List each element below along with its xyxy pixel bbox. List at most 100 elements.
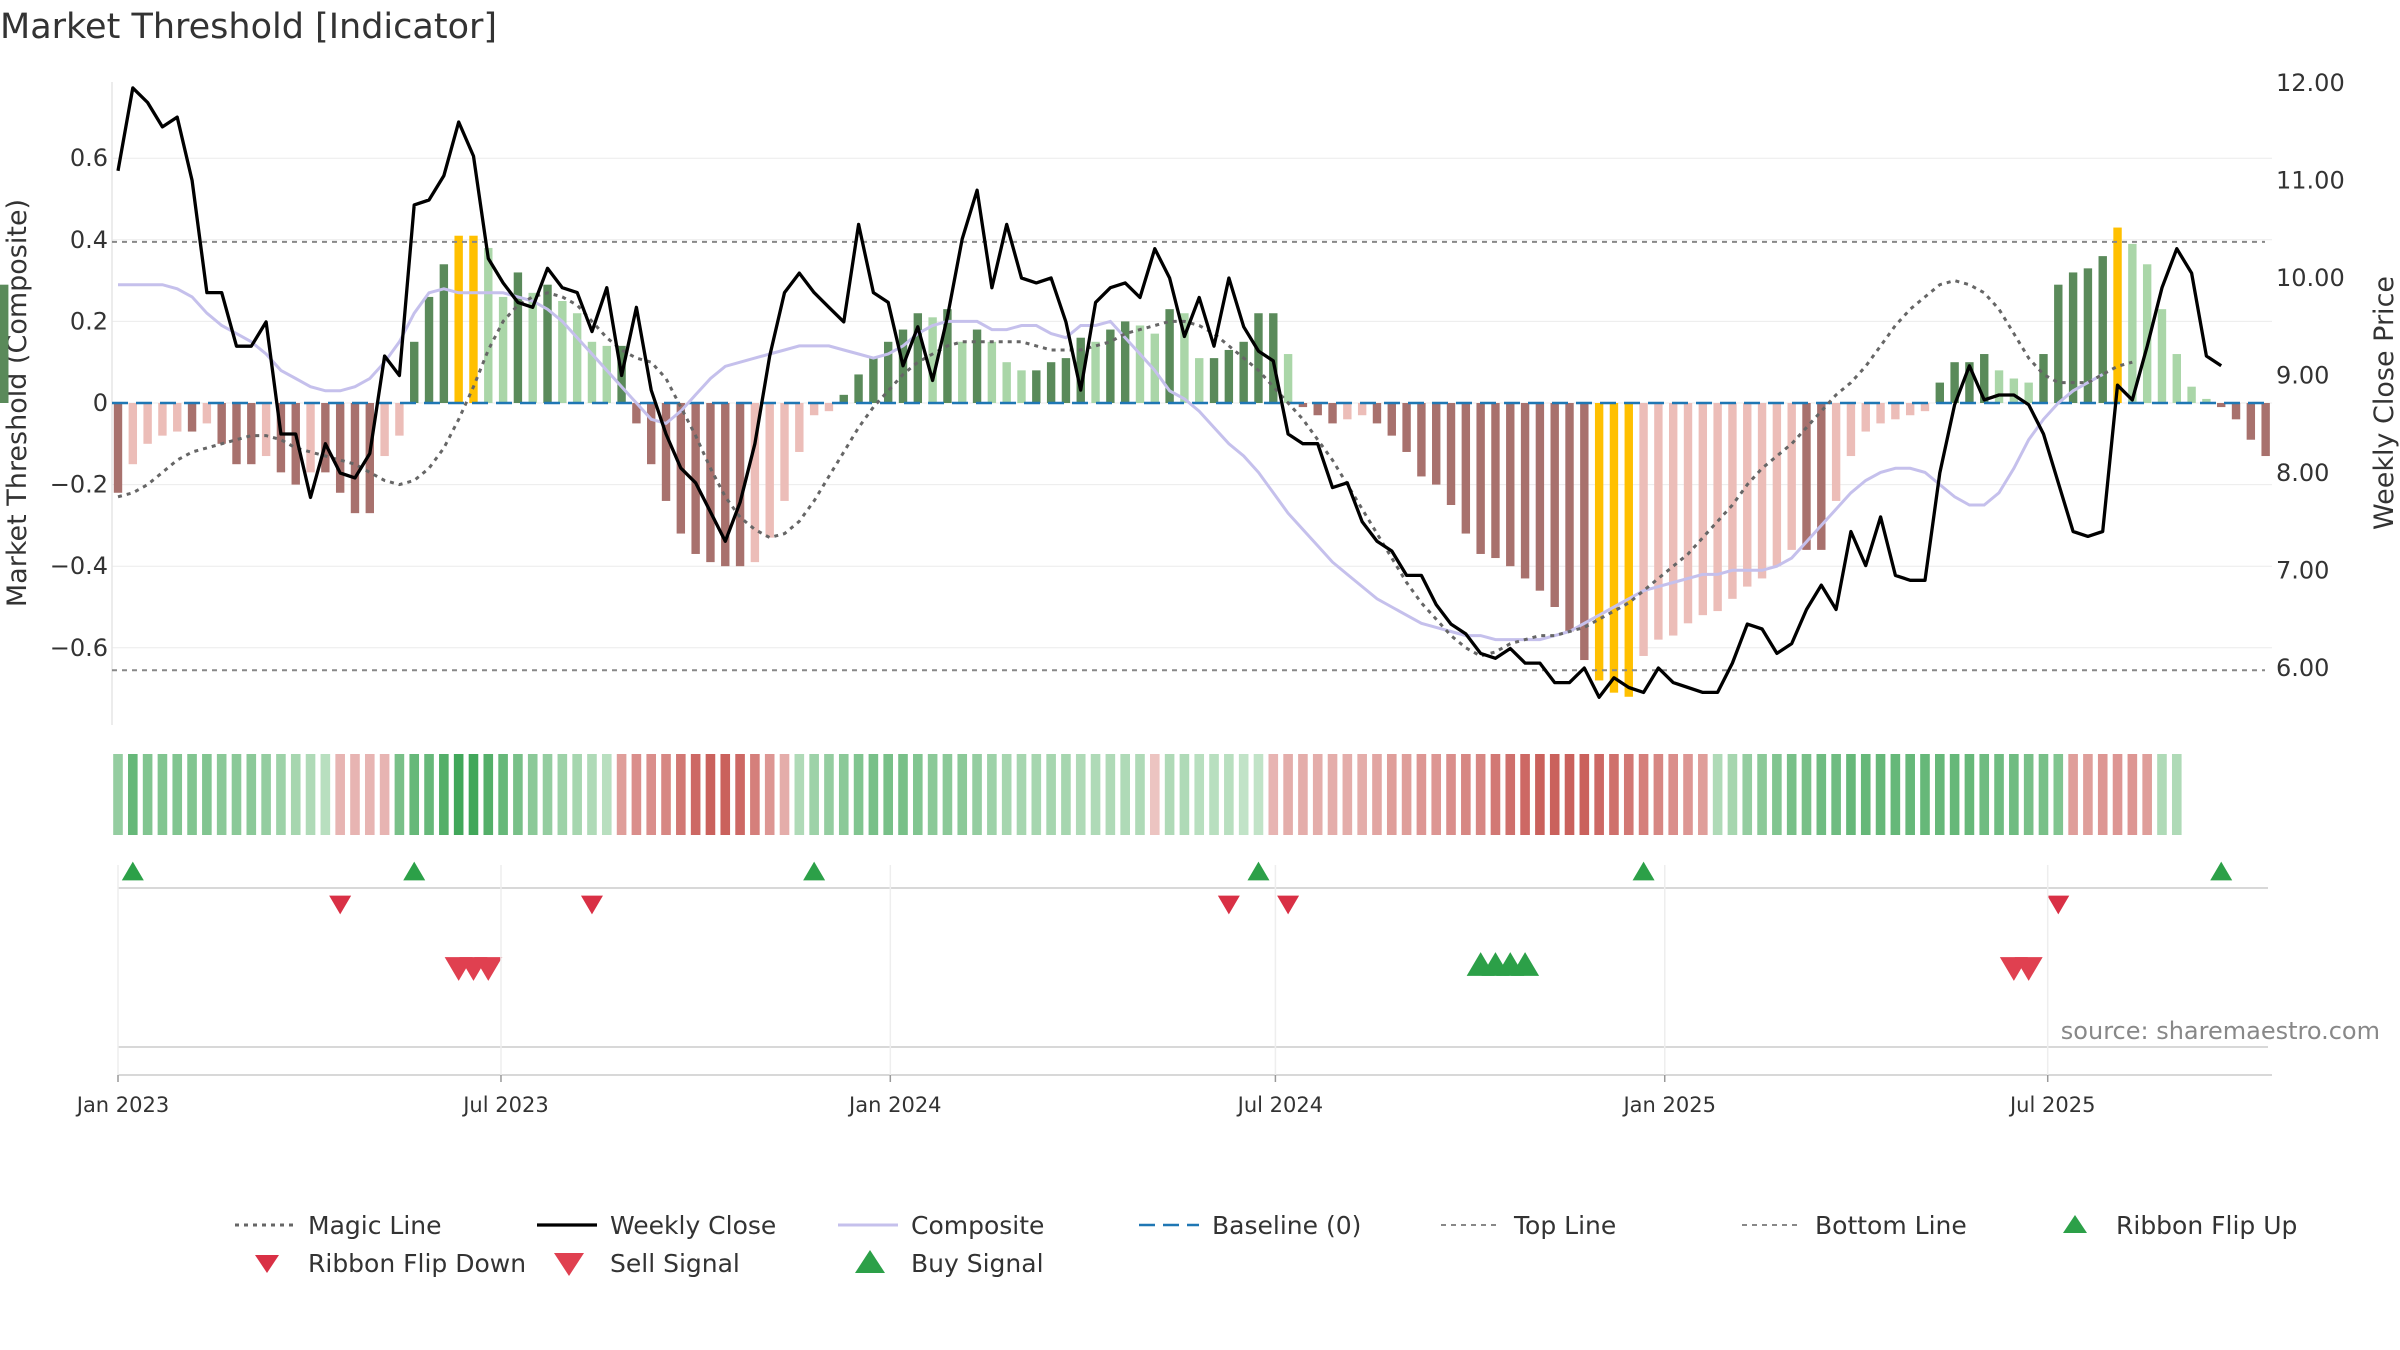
composite-bar [1861,403,1870,432]
ribbon-cell [1594,754,1604,835]
ribbon-cell [1609,754,1619,835]
ribbon-cell [1860,754,1871,835]
legend-label: Baseline (0) [1212,1211,1361,1240]
composite-bar [365,403,374,514]
composite-bar [2054,284,2063,403]
composite-bar [632,403,641,424]
ribbon-cell [513,754,523,835]
composite-bar [2231,403,2241,420]
ribbon-cell [350,754,360,835]
composite-bar [765,403,774,538]
composite-bar [1209,358,1219,403]
legend-item: Sell Signal [554,1249,740,1278]
y-right-tick-label: 12.00 [2276,69,2345,97]
x-tick-label: Jul 2025 [2008,1093,2095,1117]
legend-item: Ribbon Flip Up [2063,1211,2297,1240]
legend-label: Weekly Close [610,1211,776,1240]
composite-bar [321,403,330,473]
ribbon-cell [1786,754,1797,835]
composite-bar [1106,329,1115,403]
composite-bar [661,403,671,501]
legend-item: Magic Line [235,1211,442,1240]
composite-bar [1461,403,1471,534]
composite-bar [1446,403,1456,505]
legend-item: Composite [838,1211,1044,1240]
composite-bar [2009,378,2019,403]
composite-bar [528,292,537,403]
composite-bar [780,403,789,501]
ribbon-cell [987,754,997,835]
composite-bar [1757,403,1767,579]
composite-bar [484,247,493,403]
composite-bar [1239,341,1248,403]
ribbon-cell [631,754,642,835]
x-tick-label: Jan 2025 [1621,1093,1716,1117]
y-right-tick-label: 10.00 [2276,264,2345,292]
composite-bar [1683,403,1693,624]
composite-bar [972,329,982,403]
ribbon-cell [616,754,627,835]
ribbon-cell [1816,754,1827,835]
ribbon-cell [750,754,760,835]
reference-lines [112,240,2265,672]
ribbon-cell [1505,754,1516,835]
legend-label: Composite [911,1211,1044,1240]
y-axis-left-ticks: 0.6 0.4 0.2 0 −0.2 −0.4 −0.6 [50,144,108,662]
composite-bar [187,403,197,432]
composite-bar [735,403,745,567]
composite-bar [1002,362,1011,403]
legend-label: Ribbon Flip Down [308,1249,526,1278]
ribbon-cell [320,754,331,835]
composite-bar [128,403,138,465]
composite-bar [439,264,449,403]
composite-bar [1817,403,1826,550]
ribbon-cell [838,754,849,835]
ribbon-cell [1046,754,1056,835]
ribbon-cell [483,754,494,835]
ribbon-cell [1401,754,1412,835]
composite-bar [2128,243,2137,403]
legend-label: Sell Signal [610,1249,740,1278]
ribbon-cell [527,754,538,835]
composite-bar [1195,358,1204,403]
legend-item: Bottom Line [1742,1211,1967,1240]
composite-bar [1520,403,1530,579]
ribbon-cell [1875,754,1886,835]
composite-bar [247,403,256,465]
composite-bar [1357,403,1367,416]
composite-bar [1180,313,1189,403]
x-tick-label: Jan 2023 [75,1093,170,1117]
y-right-tick-label: 7.00 [2276,557,2329,585]
source-note: source: sharemaestro.com [2061,1017,2380,1045]
composite-bar [1550,403,1559,607]
composite-bar [869,358,878,403]
composite-bar [1254,313,1263,403]
legend-label: Top Line [1513,1211,1616,1240]
ribbon-cell [1327,754,1338,835]
ribbon-cell [1964,754,1975,835]
ribbon-cell [661,754,671,835]
y-left-tick-label: 0.2 [70,307,108,335]
composite-bar [1491,403,1500,559]
composite-bar [1032,370,1041,403]
ribbon-cell [1016,754,1027,835]
y-right-tick-label: 6.00 [2276,654,2329,682]
ribbon-flip-up-marker [121,861,144,881]
composite-bar [1298,403,1308,408]
ribbon-cell [794,754,805,835]
ribbon-cell [1238,754,1249,835]
series-lines [116,86,2223,699]
ribbon-cell [1535,754,1545,835]
composite-bar [1994,370,2004,403]
y-axis-right-label: Weekly Close Price [2369,276,2400,530]
legend-item: Weekly Close [537,1211,776,1240]
ribbon-cell [2157,754,2167,835]
ribbon-cell [1712,754,1723,835]
y-right-tick-label: 9.00 [2276,362,2329,390]
composite-bar [809,403,819,416]
ribbon-cell [290,754,301,835]
composite-bar [1772,403,1782,567]
composite-bar [350,403,360,514]
ribbon-cell [898,754,908,835]
